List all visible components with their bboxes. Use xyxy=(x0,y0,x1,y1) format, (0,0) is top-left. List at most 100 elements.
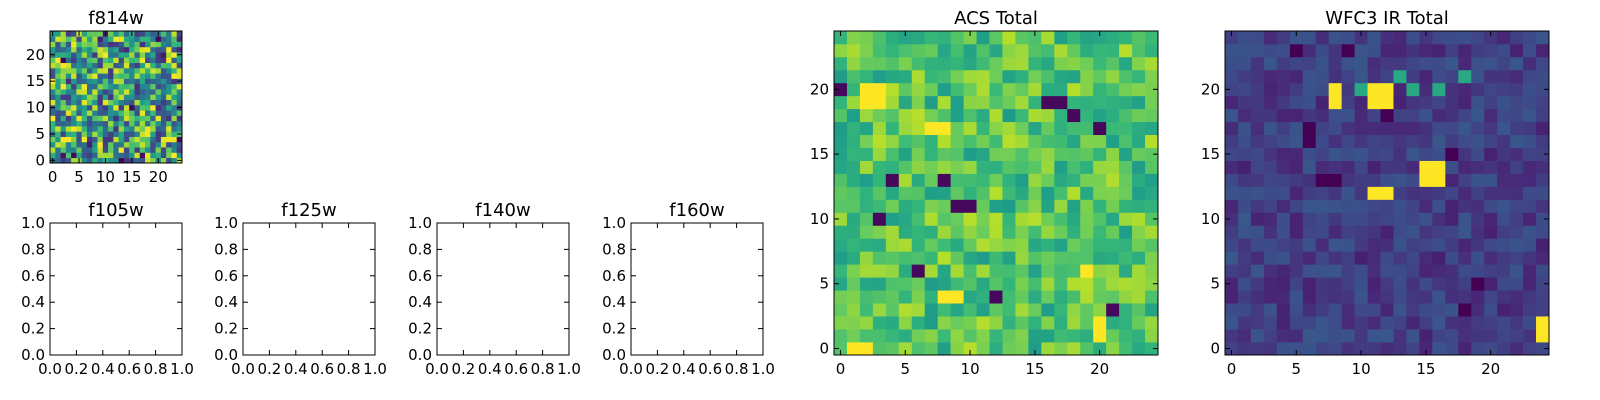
heatmap-cell xyxy=(60,52,67,58)
heatmap-cell xyxy=(859,173,874,187)
heatmap-cell xyxy=(1225,95,1239,110)
heatmap-cell xyxy=(937,251,951,265)
heatmap-cell xyxy=(1106,82,1120,97)
heatmap-cell xyxy=(129,126,135,132)
heatmap-cell xyxy=(97,78,104,85)
y-tick-label: 1.0 xyxy=(21,214,45,232)
heatmap-cell xyxy=(1093,108,1107,123)
heatmap-cell xyxy=(885,277,900,291)
heatmap-cell xyxy=(1315,121,1330,136)
heatmap-cell xyxy=(1041,264,1055,278)
heatmap-cell xyxy=(1250,199,1265,213)
heatmap-cell xyxy=(1354,303,1368,317)
heatmap-cell xyxy=(1536,108,1550,123)
heatmap-cell xyxy=(1328,108,1342,123)
heatmap-cell xyxy=(1471,264,1485,278)
heatmap-cell xyxy=(1067,160,1081,174)
heatmap-cell xyxy=(898,303,913,317)
heatmap-cell xyxy=(1041,290,1055,304)
heatmap-cell xyxy=(1289,31,1304,45)
heatmap-cell xyxy=(145,46,151,53)
heatmap-cell xyxy=(139,62,146,69)
heatmap-cell xyxy=(1523,43,1537,58)
heatmap-cell xyxy=(898,277,913,291)
heatmap-cell xyxy=(1458,82,1472,97)
heatmap-cell xyxy=(1015,303,1029,317)
heatmap-cell xyxy=(155,46,162,53)
heatmap-cell xyxy=(1536,264,1550,278)
heatmap-cell xyxy=(1315,43,1330,58)
heatmap-cell xyxy=(1458,108,1472,123)
heatmap-cell xyxy=(166,57,172,64)
heatmap-cell xyxy=(1367,212,1381,226)
heatmap-cell xyxy=(102,46,109,53)
heatmap-cell xyxy=(118,126,125,132)
heatmap-cell xyxy=(989,82,1003,97)
heatmap-cell xyxy=(1289,342,1304,356)
heatmap-cell xyxy=(834,173,848,187)
x-tick-label: 0.2 xyxy=(257,360,281,378)
heatmap-cell xyxy=(963,251,977,265)
heatmap-cell xyxy=(1028,251,1042,265)
heatmap-cell xyxy=(1106,264,1120,278)
heatmap-cell xyxy=(976,160,990,174)
heatmap-cell xyxy=(1341,264,1355,278)
heatmap-cell xyxy=(937,69,951,84)
heatmap-cell xyxy=(1015,212,1029,226)
heatmap-cell xyxy=(1510,173,1524,187)
heatmap-cell xyxy=(1510,108,1524,123)
heatmap-cell xyxy=(1354,251,1368,265)
x-tick-label: 0.0 xyxy=(38,360,62,378)
heatmap-cell xyxy=(1002,95,1016,110)
heatmap-cell xyxy=(1237,238,1252,252)
heatmap-cell xyxy=(1276,264,1291,278)
heatmap-cell xyxy=(898,225,913,239)
heatmap-cell xyxy=(1510,31,1524,45)
heatmap-cell xyxy=(1380,342,1394,356)
heatmap-cell xyxy=(166,115,172,122)
heatmap-cell xyxy=(1080,134,1094,148)
heatmap-cell xyxy=(1145,31,1159,45)
heatmap-cell xyxy=(1237,69,1252,84)
heatmap-cell xyxy=(1484,238,1498,252)
heatmap-cell xyxy=(55,157,61,164)
heatmap-cell xyxy=(102,99,109,106)
heatmap-cell xyxy=(118,31,125,37)
heatmap-cell xyxy=(65,57,72,64)
heatmap-cell xyxy=(1419,251,1433,265)
heatmap-cell xyxy=(1015,290,1029,304)
heatmap-cell xyxy=(1132,147,1146,161)
heatmap-cell xyxy=(92,152,98,159)
heatmap-cell xyxy=(911,342,926,356)
heatmap-cell xyxy=(113,99,119,106)
heatmap-cell xyxy=(963,147,977,161)
heatmap-cell xyxy=(1002,238,1016,252)
heatmap-cell xyxy=(1445,342,1459,356)
heatmap-cell xyxy=(1132,186,1146,200)
heatmap-cell xyxy=(1458,147,1472,161)
heatmap-cell xyxy=(898,316,913,330)
heatmap-cell xyxy=(1041,316,1055,330)
heatmap-cell xyxy=(123,115,130,122)
axes-frame xyxy=(49,30,183,164)
heatmap-cell xyxy=(108,36,114,42)
heatmap-cell xyxy=(1002,173,1016,187)
heatmap-cell xyxy=(81,152,88,159)
heatmap-cell xyxy=(872,173,887,187)
heatmap-cell xyxy=(1015,134,1029,148)
heatmap-cell xyxy=(1315,316,1330,330)
heatmap-cell xyxy=(1054,134,1068,148)
heatmap-cell xyxy=(963,56,977,71)
heatmap-cell xyxy=(1406,82,1420,97)
heatmap-cell xyxy=(166,99,172,106)
heatmap-cell xyxy=(71,36,77,42)
heatmap-cell xyxy=(76,152,83,159)
heatmap-cell xyxy=(924,238,939,252)
heatmap-cell xyxy=(71,67,77,74)
heatmap-cell xyxy=(1523,160,1537,174)
heatmap-cell xyxy=(171,104,178,111)
heatmap-cell xyxy=(937,277,951,291)
heatmap-cell xyxy=(834,134,848,148)
heatmap-cell xyxy=(1484,43,1498,58)
heatmap-cell xyxy=(97,115,104,122)
